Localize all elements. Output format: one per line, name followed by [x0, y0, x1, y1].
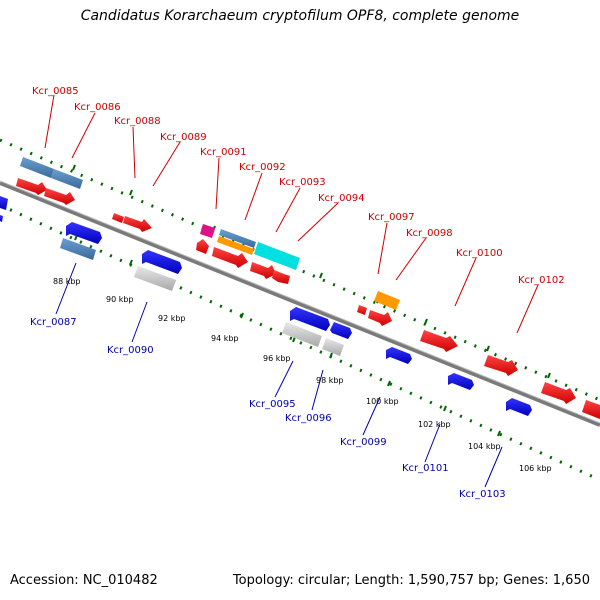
genome-backbone	[0, 181, 600, 427]
gene-label-kcr-0092[interactable]: Kcr_0092	[239, 162, 286, 173]
gene-kcr-0095-grey[interactable]	[282, 322, 322, 347]
gene-kcr-0103-blue[interactable]	[506, 398, 532, 416]
gene-kcr-0094-arrow[interactable]	[250, 262, 276, 279]
gene-kcr-0090-grey[interactable]	[134, 266, 176, 291]
scale-label-90: 90 kbp	[106, 295, 134, 304]
scale-labels: 88 kbp 90 kbp 92 kbp 94 kbp 96 kbp 98 kb…	[53, 277, 552, 473]
gene-kcr-0089-arrow[interactable]	[123, 216, 152, 232]
gene-kcr-0097-small[interactable]	[357, 305, 367, 315]
gene-kcr-0090-blue[interactable]	[142, 250, 182, 274]
gene-kcr-0087-blue[interactable]	[66, 222, 102, 244]
gene-label-kcr-0101[interactable]: Kcr_0101	[402, 463, 449, 474]
gene-kcr-0088-small[interactable]	[112, 213, 124, 223]
genome-title: Candidatus Korarchaeum cryptofilum OPF8,…	[80, 8, 520, 24]
lower-dotted-boundary	[0, 203, 600, 482]
gene-label-kcr-0095[interactable]: Kcr_0095	[249, 399, 296, 410]
gene-label-kcr-0086[interactable]: Kcr_0086	[74, 102, 121, 113]
scale-label-102: 102 kbp	[418, 420, 451, 429]
gene-label-kcr-0094[interactable]: Kcr_0094	[318, 193, 365, 204]
scale-label-98: 98 kbp	[316, 376, 344, 385]
scale-label-106: 106 kbp	[519, 464, 552, 473]
gene-label-kcr-0090[interactable]: Kcr_0090	[107, 345, 154, 356]
gene-kcr-0094b-arrow[interactable]	[272, 270, 290, 284]
genome-stats-text: Topology: circular; Length: 1,590,757 bp…	[232, 573, 590, 588]
gene-label-kcr-0102[interactable]: Kcr_0102	[518, 275, 565, 286]
gene-label-kcr-0088[interactable]: Kcr_0088	[114, 116, 161, 127]
gene-kcr-0096-grey[interactable]	[322, 338, 344, 356]
gene-kcr-0091-arrow[interactable]	[196, 239, 209, 254]
top-leader-lines	[44, 94, 539, 334]
forward-genes	[16, 157, 600, 419]
gene-label-kcr-0093[interactable]: Kcr_0093	[279, 177, 326, 188]
gene-kcr-0087-steel[interactable]	[60, 238, 96, 260]
gene-label-kcr-0096[interactable]: Kcr_0096	[285, 413, 332, 424]
scale-label-92: 92 kbp	[158, 314, 186, 323]
gene-kcr-0099-blue[interactable]	[386, 347, 412, 364]
gene-label-kcr-0098[interactable]: Kcr_0098	[406, 228, 453, 239]
gene-kcr-0085-arrow[interactable]	[16, 178, 47, 195]
accession-text: Accession: NC_010482	[10, 573, 158, 588]
gene-edge-blue-2[interactable]	[0, 215, 3, 222]
gene-kcr-0100-arrow[interactable]	[420, 330, 458, 352]
gene-kcr-0098-arrow[interactable]	[368, 310, 392, 326]
gene-label-kcr-0091[interactable]: Kcr_0091	[200, 147, 247, 158]
gene-kcr-0098-orange[interactable]	[374, 291, 400, 310]
gene-kcr-0102b-arrow[interactable]	[582, 400, 600, 419]
gene-kcr-0095-blue[interactable]	[290, 307, 330, 331]
gene-kcr-0086-steel[interactable]	[51, 169, 83, 189]
top-gene-labels: Kcr_0085 Kcr_0086 Kcr_0088 Kcr_0089 Kcr_…	[32, 86, 565, 286]
bottom-gene-labels: Kcr_0087 Kcr_0090 Kcr_0095 Kcr_0096 Kcr_…	[30, 317, 506, 500]
gene-label-kcr-0103[interactable]: Kcr_0103	[459, 489, 506, 500]
gene-kcr-0092-orange[interactable]	[217, 236, 254, 255]
scale-label-104: 104 kbp	[468, 442, 501, 451]
gene-kcr-0092-steel[interactable]	[219, 229, 256, 248]
gene-label-kcr-0100[interactable]: Kcr_0100	[456, 248, 503, 259]
gene-edge-blue[interactable]	[0, 196, 8, 210]
gene-kcr-0091-magenta[interactable]	[200, 224, 215, 238]
gene-kcr-0093-cyan[interactable]	[254, 242, 300, 270]
scale-label-88: 88 kbp	[53, 277, 81, 286]
gene-label-kcr-0087[interactable]: Kcr_0087	[30, 317, 77, 328]
gene-kcr-0086-arrow[interactable]	[44, 188, 75, 205]
gene-kcr-0093-arrow[interactable]	[212, 247, 248, 268]
bottom-leader-lines	[55, 262, 503, 488]
gene-kcr-0102-arrow[interactable]	[541, 382, 576, 404]
scale-label-100: 100 kbp	[366, 397, 399, 406]
gene-label-kcr-0097[interactable]: Kcr_0097	[368, 212, 415, 223]
scale-label-94: 94 kbp	[211, 334, 239, 343]
reverse-genes	[0, 196, 532, 416]
gene-kcr-0100b-arrow[interactable]	[484, 355, 518, 376]
gene-label-kcr-0089[interactable]: Kcr_0089	[160, 132, 207, 143]
gene-kcr-0085-steel[interactable]	[20, 157, 54, 178]
gene-kcr-0101-blue[interactable]	[448, 373, 474, 390]
gene-kcr-0095b-blue[interactable]	[330, 322, 352, 339]
scale-label-96: 96 kbp	[263, 354, 291, 363]
gene-label-kcr-0085[interactable]: Kcr_0085	[32, 86, 79, 97]
gene-label-kcr-0099[interactable]: Kcr_0099	[340, 437, 387, 448]
